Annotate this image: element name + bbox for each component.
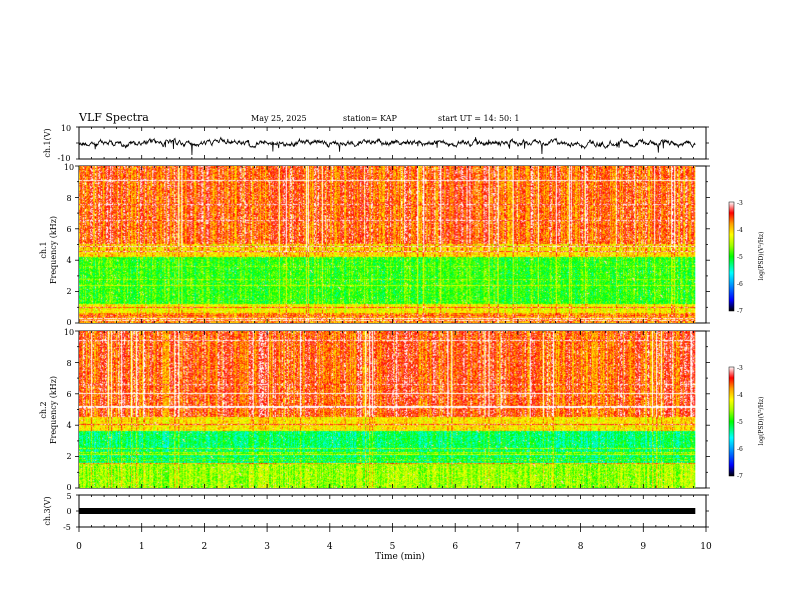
spec2-ytick-6: 6 — [66, 390, 71, 399]
ch1-ytick-top: 10 — [61, 124, 71, 133]
xtick-9: 9 — [640, 542, 646, 552]
ch1-ytick-bottom: -10 — [58, 154, 71, 163]
cb1-tick-minus7: -7 — [737, 308, 743, 315]
cb2-tick-minus6: -6 — [737, 446, 743, 453]
ch1-colorbar — [728, 201, 735, 312]
ch3-ytick-minus5: -5 — [63, 523, 71, 532]
ch2-spectrogram-image — [79, 331, 696, 488]
xtick-0: 0 — [76, 542, 82, 552]
xtick-6: 6 — [452, 542, 458, 552]
ch1-spectrogram-ylabel-line2: Frequency (kHz) — [49, 216, 58, 284]
figure-title: VLF Spectra — [79, 111, 149, 124]
spec1-ytick-10: 10 — [64, 163, 74, 172]
xtick-1: 1 — [139, 542, 145, 552]
cb1-tick-minus4: -4 — [737, 227, 743, 234]
ch3-ytick-0: 0 — [66, 507, 71, 516]
ch1-spectrogram-image — [79, 166, 696, 323]
spec2-ytick-10: 10 — [64, 328, 74, 337]
cb1-tick-minus6: -6 — [737, 281, 743, 288]
ch2-colorbar — [728, 366, 735, 477]
spec2-ytick-4: 4 — [66, 421, 71, 430]
ch2-spectrogram-ylabel-line2: Frequency (kHz) — [49, 376, 58, 444]
axis-ticks — [75, 126, 710, 532]
spec2-ytick-8: 8 — [66, 359, 71, 368]
cb2-tick-minus7: -7 — [737, 473, 743, 480]
ch1-waveform-line — [78, 136, 696, 155]
spec1-ytick-6: 6 — [66, 225, 71, 234]
ch3-waveform-line — [79, 508, 696, 514]
ch1-waveform-ylabel: ch.1(V) — [43, 128, 52, 157]
date-label: May 25, 2025 — [251, 114, 307, 123]
xtick-5: 5 — [390, 542, 396, 552]
xtick-2: 2 — [202, 542, 208, 552]
ch3-waveform-ylabel: ch.3(V) — [43, 496, 52, 525]
xtick-8: 8 — [578, 542, 584, 552]
ch2-colorbar-label: log(PSD)(V²/Hz) — [758, 397, 765, 446]
cb2-tick-minus5: -5 — [737, 419, 743, 426]
spec1-ytick-0: 0 — [66, 318, 71, 327]
x-axis-label: Time (min) — [375, 551, 425, 562]
start-time-label: start UT = 14: 50: 1 — [438, 114, 520, 123]
cb2-tick-minus4: -4 — [737, 392, 743, 399]
station-label: station= KAP — [343, 114, 397, 123]
spec1-ytick-4: 4 — [66, 256, 71, 265]
ch3-ytick-5: 5 — [66, 492, 71, 501]
ch2-spectrogram-ylabel-line1: ch.2 — [39, 401, 48, 418]
colorbar-tick-labels: -3 -4 -5 -6 -7 -3 -4 -5 -6 -7 — [737, 200, 743, 480]
cb1-tick-minus5: -5 — [737, 254, 743, 261]
spec2-ytick-0: 0 — [66, 483, 71, 492]
ch1-spectrogram-ylabel-line1: ch.1 — [39, 241, 48, 258]
spec1-ytick-8: 8 — [66, 194, 71, 203]
cb1-tick-minus3: -3 — [737, 200, 743, 207]
cb2-tick-minus3: -3 — [737, 365, 743, 372]
spec2-ytick-2: 2 — [66, 452, 71, 461]
ch1-colorbar-label: log(PSD)(V²/Hz) — [758, 232, 765, 281]
xtick-7: 7 — [515, 542, 521, 552]
xtick-4: 4 — [327, 542, 333, 552]
y-tick-labels: 10 -10 0 2 4 6 8 10 0 2 4 6 8 10 5 0 -5 — [58, 124, 75, 532]
xtick-3: 3 — [264, 542, 270, 552]
spec1-ytick-2: 2 — [66, 287, 71, 296]
x-tick-labels: 0 1 2 3 4 5 6 7 8 9 10 — [76, 542, 712, 552]
xtick-10: 10 — [700, 542, 712, 552]
